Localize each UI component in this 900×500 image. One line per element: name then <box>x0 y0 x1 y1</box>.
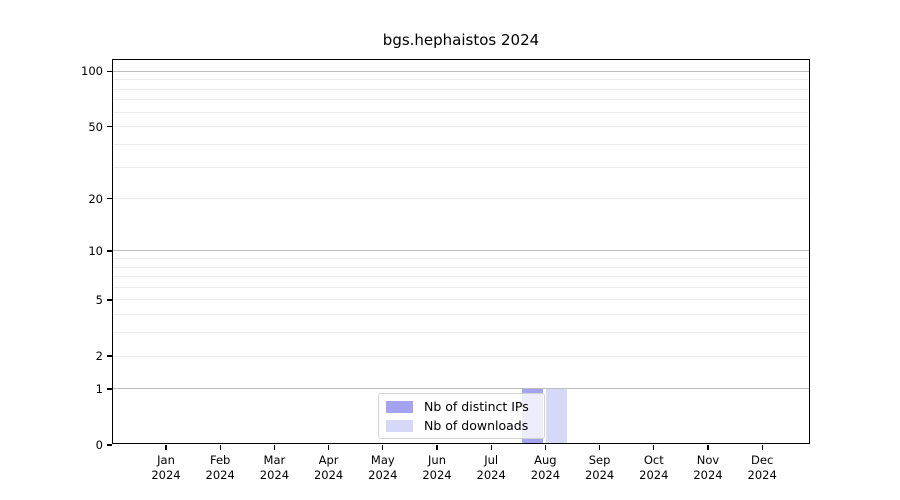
x-tick-mark <box>219 444 221 450</box>
y-tick-mark <box>106 388 112 390</box>
x-tick-label: Sep 2024 <box>584 453 615 482</box>
y-gridline-minor <box>113 79 809 81</box>
legend-label-distinct-ips: Nb of distinct IPs <box>424 399 529 414</box>
y-gridline-minor <box>113 258 809 260</box>
y-tick-label: 100 <box>81 64 103 79</box>
x-tick-label: Jan 2024 <box>151 453 181 482</box>
x-tick-label: Mar 2024 <box>259 453 290 482</box>
x-tick-label: Jun 2024 <box>422 453 452 482</box>
y-tick-label: 2 <box>95 349 103 364</box>
y-gridline-minor <box>113 286 809 288</box>
x-tick-label: Oct 2024 <box>639 453 669 482</box>
y-tick-label: 1 <box>95 381 103 396</box>
y-gridline-minor <box>113 276 809 278</box>
y-tick-mark <box>106 299 112 301</box>
x-tick-label: Jul 2024 <box>476 453 506 482</box>
plot-canvas: 0 1 2 5 10 20 50 100 Jan 2024 Feb 2024 Mar 2024 Apr 202… <box>81 60 809 482</box>
legend-label-downloads: Nb of downloads <box>424 418 529 433</box>
y-gridline-minor <box>113 99 809 101</box>
y-gridline-major <box>113 250 809 252</box>
y-gridline-minor <box>113 266 809 268</box>
legend-swatch-distinct-ips <box>386 400 413 413</box>
y-tick-label: 5 <box>95 292 103 307</box>
x-tick-label: Dec 2024 <box>747 453 777 482</box>
y-tick-mark <box>106 444 112 446</box>
plot-area: bgs.hephaistos 2024 0 1 2 5 10 20 50 100 Jan 2024… <box>81 31 810 482</box>
x-tick-label: Apr 2024 <box>313 453 344 482</box>
x-tick-mark <box>382 444 384 450</box>
x-tick-label: Aug 2024 <box>530 453 561 482</box>
x-tick-mark <box>490 444 492 450</box>
y-gridline-major <box>113 388 809 390</box>
y-tick-label: 10 <box>88 243 103 258</box>
y-tick-label: 0 <box>95 438 103 452</box>
y-gridline-minor <box>113 314 809 316</box>
y-gridline-minor <box>113 88 809 90</box>
y-gridline-minor <box>113 198 809 200</box>
bar-downloads <box>546 388 568 444</box>
y-gridline-minor <box>113 126 809 128</box>
x-tick-label: May 2024 <box>368 453 398 482</box>
y-gridline-minor <box>113 143 809 145</box>
y-gridline-major <box>113 70 809 72</box>
y-gridline-minor <box>113 166 809 168</box>
y-tick-mark <box>106 250 112 252</box>
x-tick-mark <box>761 444 763 450</box>
x-tick-label: Nov 2024 <box>693 453 723 482</box>
y-tick-mark <box>106 197 112 200</box>
y-tick-mark <box>106 126 112 128</box>
y-gridline-minor <box>113 355 809 357</box>
legend-item-downloads: Nb of downloads <box>386 417 537 434</box>
x-tick-mark <box>273 444 276 450</box>
chart-title: bgs.hephaistos 2024 <box>382 31 540 49</box>
y-tick-label: 50 <box>88 119 103 134</box>
x-tick-mark <box>653 444 655 450</box>
x-tick-mark <box>544 444 547 450</box>
x-tick-label: Feb 2024 <box>205 453 235 482</box>
legend: Nb of distinct IPs Nb of downloads <box>378 393 545 439</box>
legend-swatch-downloads <box>386 419 413 432</box>
x-tick-mark <box>436 444 438 450</box>
y-tick-mark <box>106 70 112 73</box>
y-tick-mark <box>106 355 112 357</box>
y-gridline-minor <box>113 299 809 301</box>
x-tick-mark <box>598 444 601 450</box>
y-tick-label: 20 <box>88 191 103 206</box>
x-tick-mark <box>327 444 330 450</box>
x-tick-mark <box>707 444 709 450</box>
x-tick-mark <box>165 444 167 450</box>
y-gridline-minor <box>113 332 809 334</box>
y-gridline-minor <box>113 111 809 113</box>
legend-item-distinct-ips: Nb of distinct IPs <box>386 398 537 415</box>
